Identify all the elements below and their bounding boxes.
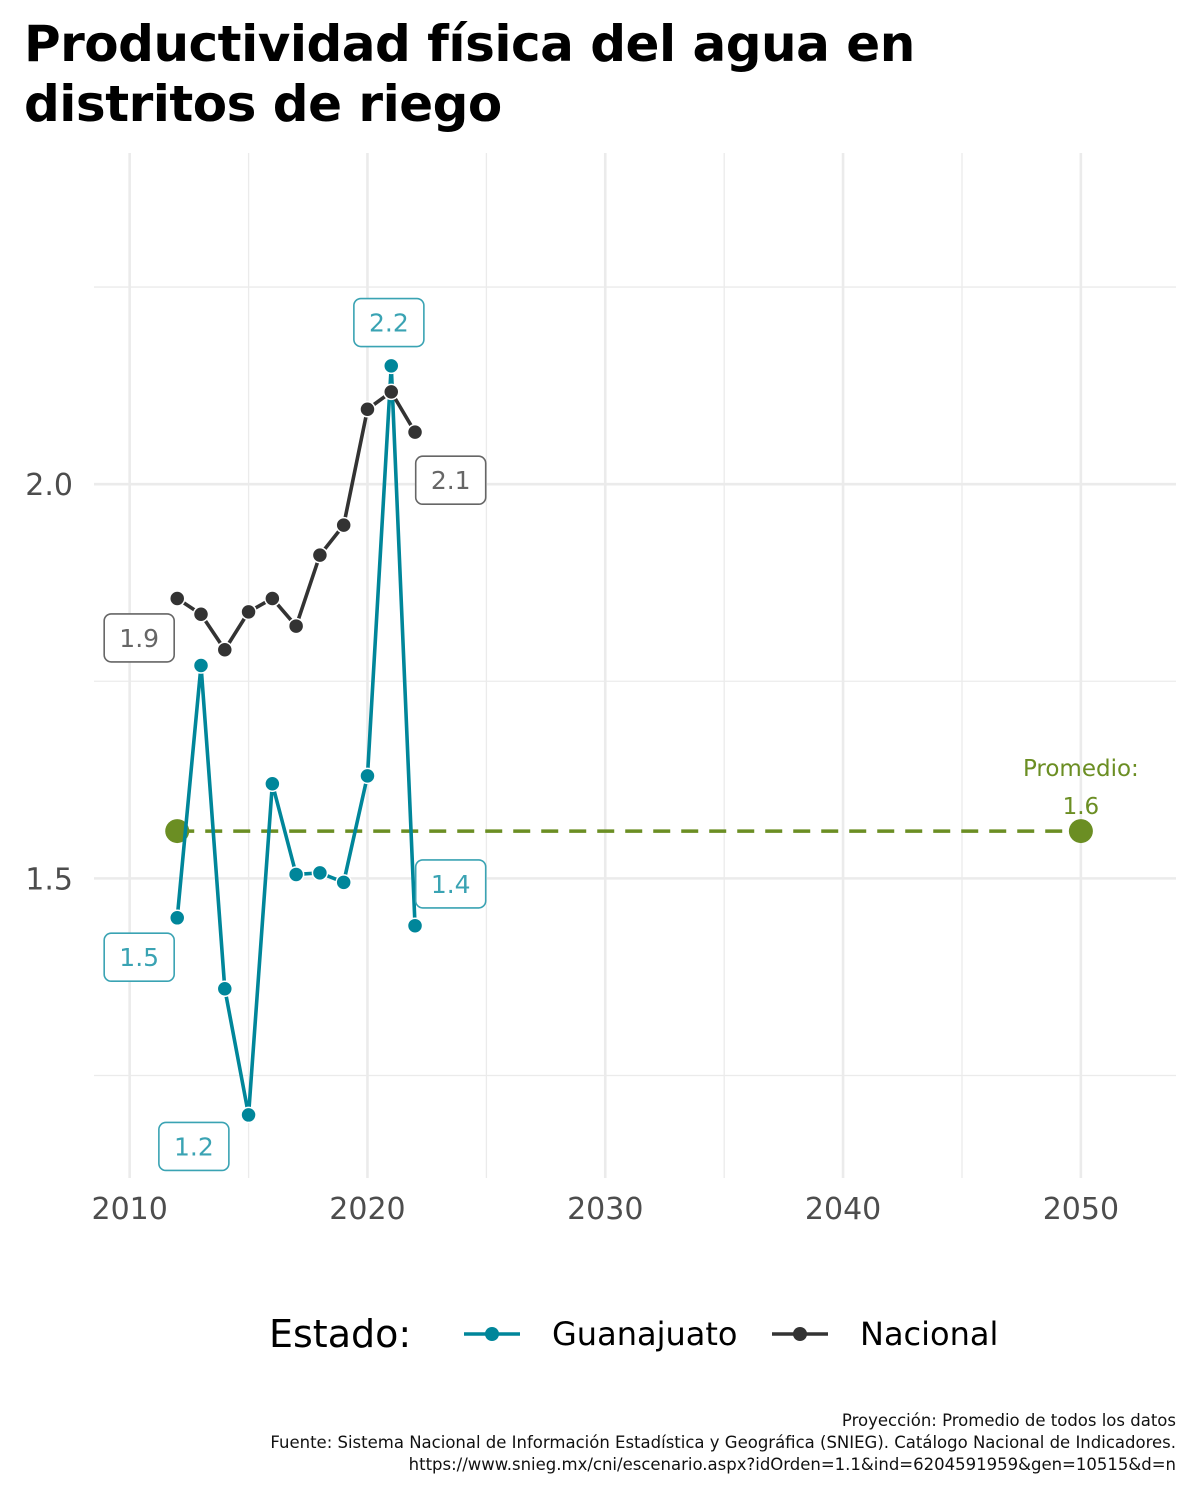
value-label-box	[414, 859, 487, 909]
value-label-box	[158, 1121, 230, 1172]
caption-projection-note: Proyección: Promedio de todos los datos	[841, 1411, 1176, 1430]
value-label-nacional: 1.9	[103, 613, 175, 663]
value-label-box	[353, 297, 425, 348]
value-label-guanajuato: 1.4	[414, 859, 487, 909]
y-tick-label: 1.5	[25, 862, 73, 897]
value-label-box	[414, 455, 487, 506]
data-point-guanajuato	[311, 864, 329, 882]
data-point-nacional	[406, 423, 424, 441]
chart-title: Productividad física del agua en distrit…	[24, 14, 1124, 134]
data-point-nacional	[216, 641, 234, 658]
value-label-text: 1.5	[119, 943, 159, 972]
value-label-text: 1.2	[174, 1132, 214, 1161]
data-point-nacional	[383, 383, 400, 401]
caption-url: https://www.snieg.mx/cni/escenario.aspx?…	[408, 1455, 1176, 1474]
value-label-box	[103, 613, 175, 663]
data-point-guanajuato	[168, 909, 186, 927]
data-point-guanajuato	[335, 874, 352, 891]
x-tick-label: 2040	[805, 1192, 881, 1227]
data-point-guanajuato	[240, 1106, 257, 1124]
data-point-guanajuato	[406, 917, 424, 934]
value-label-box	[103, 932, 175, 983]
x-tick-label: 2050	[1043, 1192, 1119, 1227]
caption-source: Fuente: Sistema Nacional de Información …	[270, 1433, 1176, 1452]
series-line-guanajuato	[175, 364, 417, 1117]
value-label-text: 2.2	[369, 309, 409, 338]
projection-label-value: 1.6	[1063, 794, 1100, 820]
value-label-text: 2.1	[431, 466, 471, 495]
data-point-guanajuato	[287, 866, 305, 883]
data-point-nacional	[240, 603, 257, 621]
projection-end-point	[1068, 819, 1093, 844]
data-point-nacional	[168, 590, 186, 607]
data-point-guanajuato	[192, 657, 210, 674]
x-tick-label: 2020	[329, 1192, 405, 1227]
data-point-guanajuato	[264, 775, 281, 793]
value-label-guanajuato: 1.5	[103, 932, 175, 983]
data-point-nacional	[311, 546, 329, 564]
value-label-nacional: 2.1	[414, 455, 487, 506]
legend-key-point-nacional	[793, 1327, 807, 1341]
legend-label-nacional: Nacional	[860, 1315, 998, 1353]
chart-title-line-2: distritos de riego	[24, 75, 502, 133]
data-point-nacional	[287, 617, 305, 635]
data-point-guanajuato	[383, 357, 400, 375]
value-label-guanajuato: 2.2	[353, 297, 425, 348]
projection-label-title: Promedio:	[1023, 756, 1139, 782]
x-tick-label: 2030	[567, 1192, 643, 1227]
data-point-guanajuato	[216, 980, 234, 998]
value-label-text: 1.9	[119, 624, 159, 653]
x-tick-label: 2010	[91, 1192, 167, 1227]
value-label-text: 1.4	[431, 870, 471, 899]
data-point-nacional	[335, 516, 352, 534]
legend-key-point-guanajuato	[485, 1327, 499, 1341]
chart-title-line-1: Productividad física del agua en	[24, 15, 915, 73]
line-chart: 2010 2020 2030 2040 2050 1.5 2.0 Promedio: 1.6 1.…	[25, 153, 1176, 1356]
series-line-nacional	[175, 390, 417, 652]
y-tick-label: 2.0	[25, 468, 73, 503]
data-point-nacional	[192, 606, 210, 623]
value-label-guanajuato: 1.2	[158, 1121, 230, 1172]
chart-caption: Proyección: Promedio de todos los datos …	[270, 1410, 1176, 1476]
data-point-nacional	[264, 590, 281, 607]
data-point-nacional	[359, 401, 376, 418]
data-point-guanajuato	[359, 767, 376, 785]
legend-label-guanajuato: Guanajuato	[552, 1315, 737, 1353]
legend-title: Estado:	[269, 1312, 411, 1356]
